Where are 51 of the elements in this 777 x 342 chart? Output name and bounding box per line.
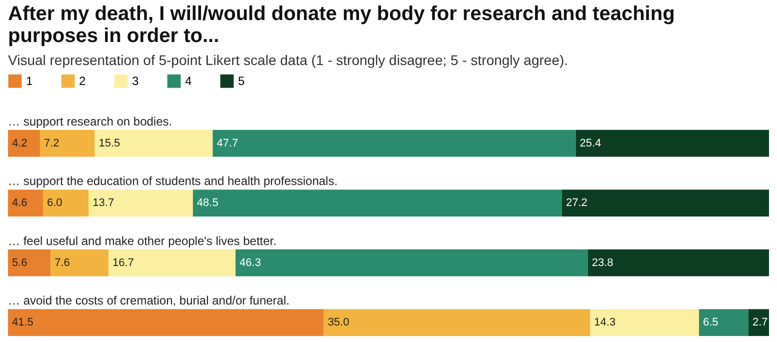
data-label: 7.6 [54,256,70,269]
data-label: 46.3 [240,256,261,269]
data-label: 48.5 [196,197,218,210]
y-tick-label: … support research on bodies. [8,114,172,128]
bar [8,309,324,336]
data-label: 47.7 [216,137,238,150]
bar [192,190,562,216]
y-tick-label: … feel useful and make other people's lives better. [8,234,276,248]
data-label: 4.6 [12,197,28,210]
bar [88,190,193,216]
bar [236,249,588,276]
data-label: 16.7 [112,256,134,269]
chart-title: After my death, I will/would donate my body for research and teaching purposes in order to... [8,3,675,47]
data-label: 35.0 [328,316,350,329]
legend-label: 3 [132,74,139,88]
y-tick-label: … avoid the costs of cremation, burial and/or funeral. [8,294,290,308]
legend-label: 4 [185,74,192,88]
bar [8,130,40,157]
legend-label: 2 [79,74,86,88]
bar [8,190,44,216]
bar [40,130,95,157]
bar [590,309,699,336]
chart-subtitle: Visual representation of 5-point Likert scale data (1 - strongly disagree; 5 - strongly agree). [8,52,568,68]
bar [562,190,769,216]
data-label: 6.0 [47,197,62,210]
data-label: 25.4 [580,137,602,150]
bar [324,309,590,336]
data-label: 14.3 [594,316,616,329]
data-label: 41.5 [12,316,34,329]
data-label: 5.6 [12,256,28,269]
bar [50,249,108,276]
legend-label: 1 [26,74,33,88]
data-label: 2.7 [752,316,768,329]
data-label: 27.2 [566,197,588,210]
data-label: 23.8 [592,256,614,269]
data-label: 7.2 [44,137,60,150]
bar [212,130,576,157]
data-label: 4.2 [12,137,28,150]
y-tick-label: … support the education of students and health professionals. [8,174,338,188]
bar [108,249,236,276]
bar [588,249,769,276]
bar [94,130,213,157]
data-label: 15.5 [98,137,120,150]
bar [43,190,89,216]
bar [8,249,51,276]
bar [748,309,769,336]
bar [698,309,748,336]
data-label: 13.7 [92,197,114,210]
bar [576,130,769,157]
data-label: 6.5 [702,316,718,329]
legend-label: 5 [238,74,245,88]
